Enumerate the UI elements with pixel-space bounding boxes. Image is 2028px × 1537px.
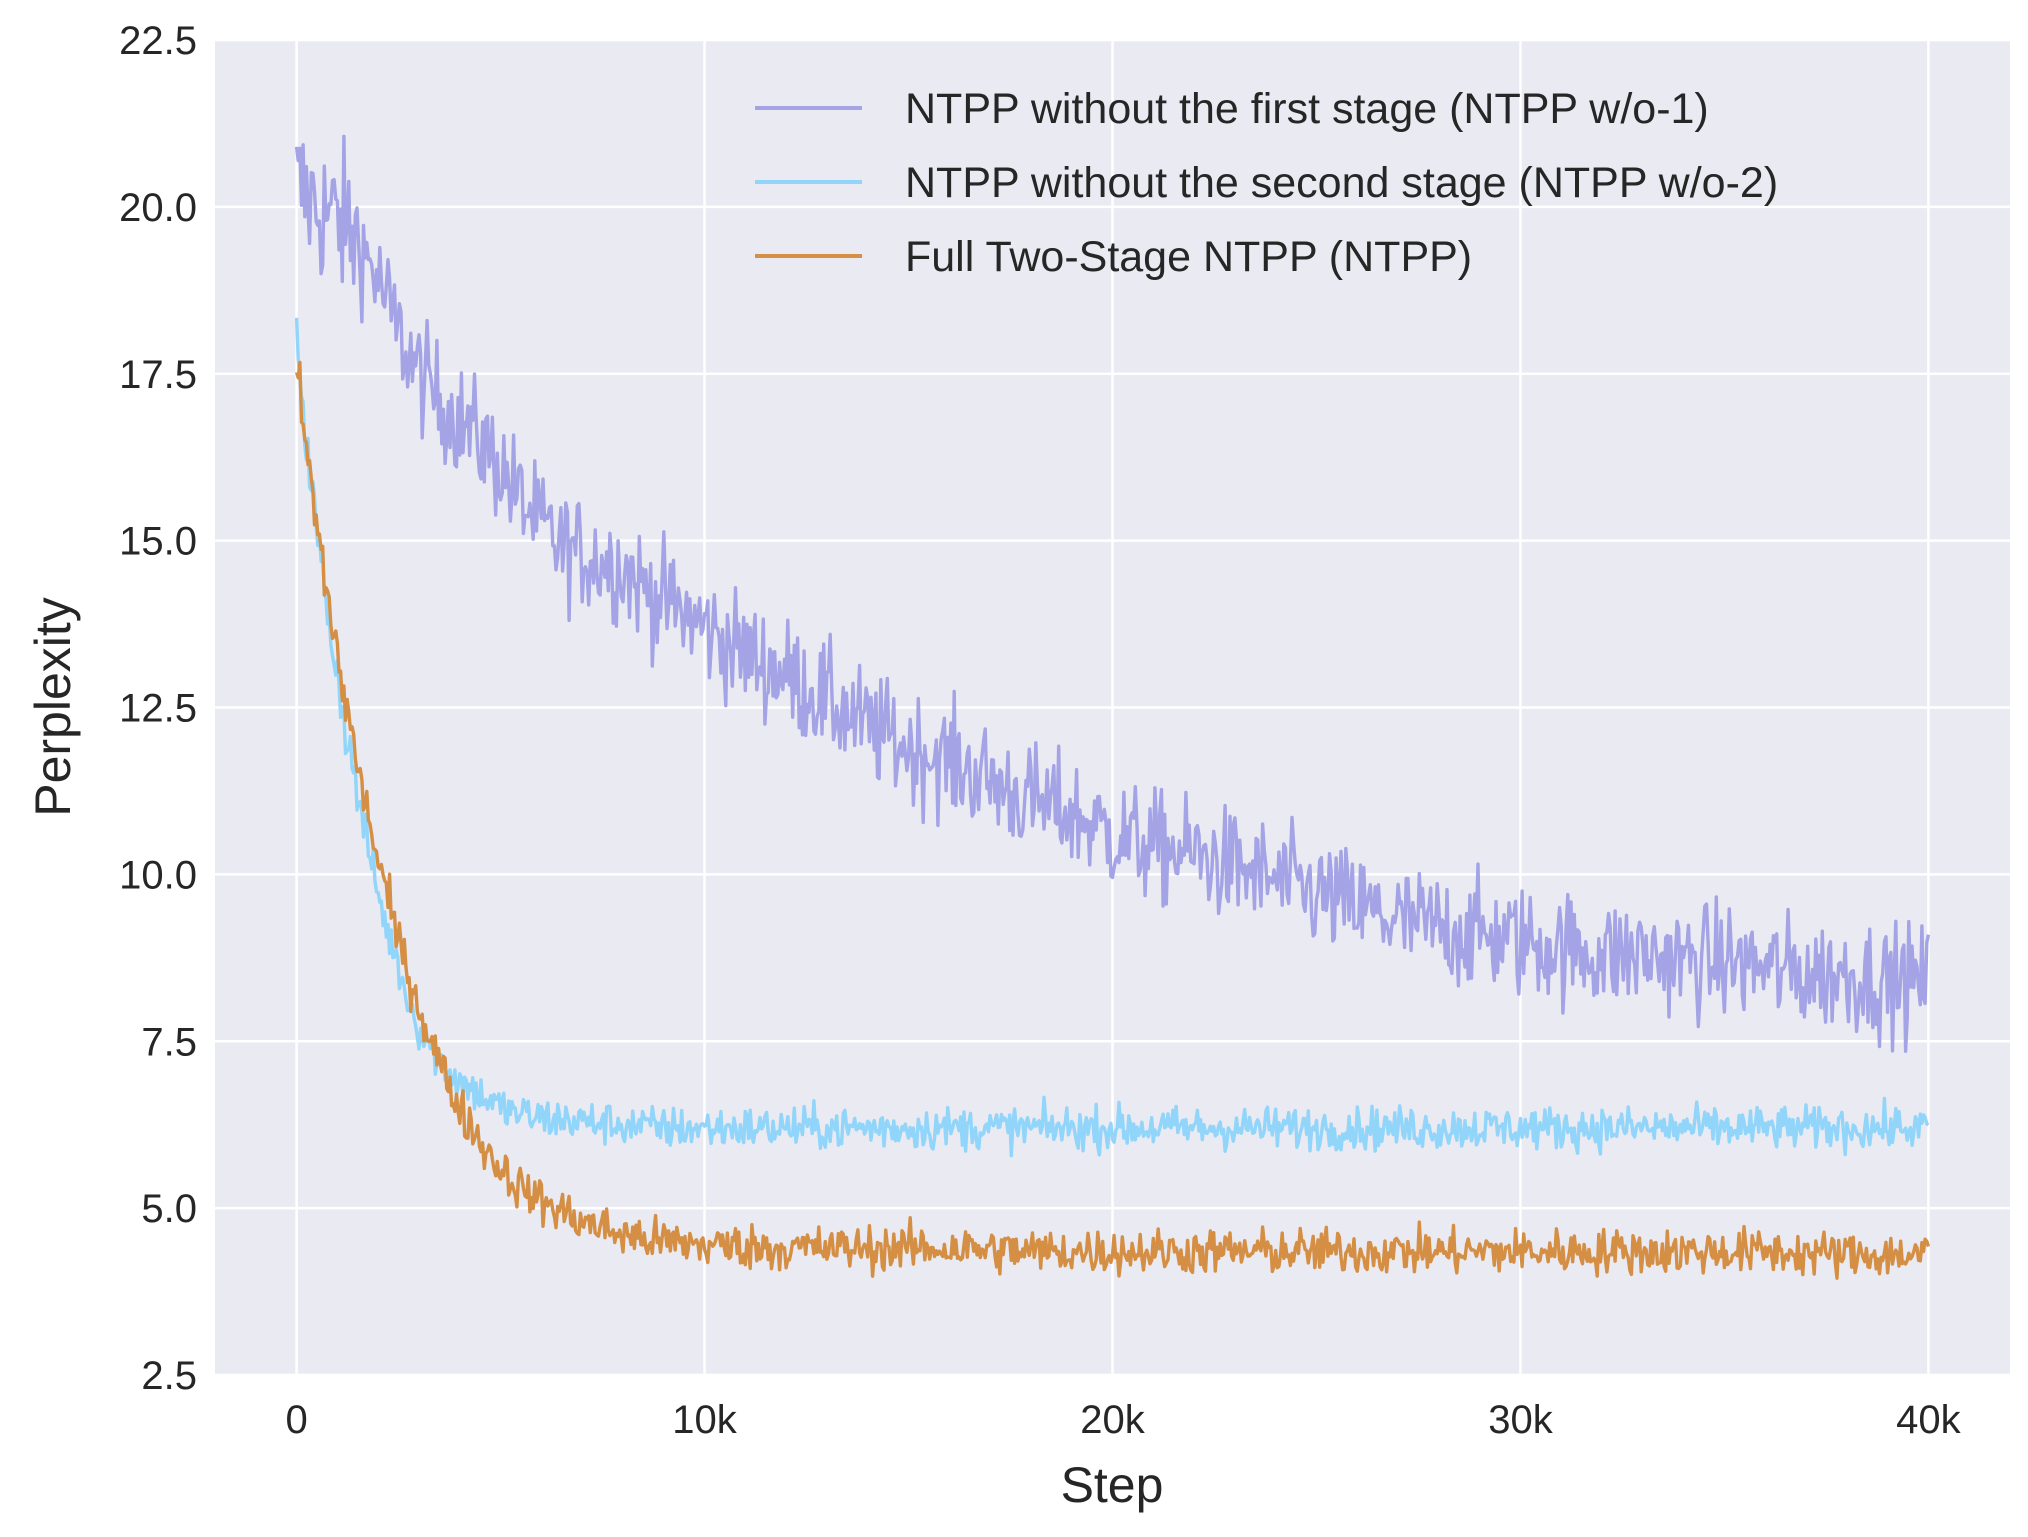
series-line-2 — [294, 317, 1930, 1158]
series-line-1 — [294, 134, 1931, 1053]
y-tick-label: 7.5 — [141, 1020, 197, 1064]
legend: NTPP without the first stage (NTPP w/o-1… — [755, 85, 1778, 281]
y-axis-label: Perplexity — [25, 597, 81, 817]
x-tick-label: 0 — [285, 1398, 307, 1442]
legend-label: Full Two-Stage NTPP (NTPP) — [905, 233, 1472, 281]
series-lines — [294, 134, 1931, 1280]
x-tick-label: 10k — [672, 1398, 737, 1442]
y-tick-label: 22.5 — [119, 19, 197, 63]
x-tick-label: 20k — [1080, 1398, 1145, 1442]
x-tick-label: 40k — [1896, 1398, 1961, 1442]
y-tick-label: 10.0 — [119, 853, 197, 897]
tick-labels: 2.5 5.0 7.5 10.0 12.5 15.0 17.5 20.0 22.5 0 10k 20k… — [119, 19, 1962, 1442]
y-tick-label: 20.0 — [119, 186, 197, 230]
series-line-3 — [294, 360, 1931, 1280]
legend-label: NTPP without the second stage (NTPP w/o-… — [905, 159, 1778, 207]
legend-label: NTPP without the first stage (NTPP w/o-1… — [905, 85, 1709, 133]
x-axis-label: Step — [1061, 1457, 1164, 1513]
y-tick-label: 15.0 — [119, 520, 197, 564]
x-tick-label: 30k — [1488, 1398, 1553, 1442]
y-tick-label: 2.5 — [141, 1354, 197, 1398]
y-tick-label: 5.0 — [141, 1187, 197, 1231]
grid-lines — [215, 38, 2010, 1377]
y-tick-label: 17.5 — [119, 353, 197, 397]
y-tick-label: 12.5 — [119, 687, 197, 731]
